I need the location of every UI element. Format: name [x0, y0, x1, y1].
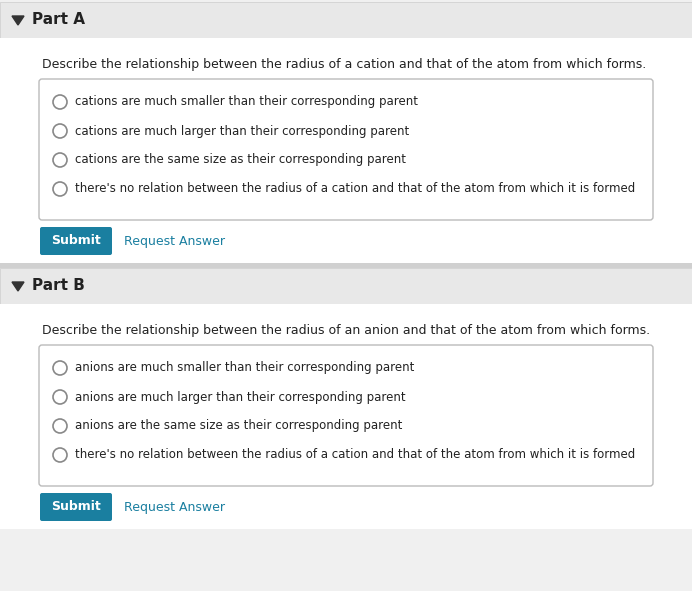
Circle shape — [53, 124, 67, 138]
Text: Submit: Submit — [51, 501, 101, 514]
Circle shape — [53, 182, 67, 196]
Text: there's no relation between the radius of a cation and that of the atom from whi: there's no relation between the radius o… — [75, 449, 635, 462]
FancyBboxPatch shape — [0, 38, 692, 263]
Text: Request Answer: Request Answer — [124, 235, 225, 248]
Circle shape — [53, 153, 67, 167]
Text: Describe the relationship between the radius of a cation and that of the atom fr: Describe the relationship between the ra… — [42, 58, 646, 71]
FancyBboxPatch shape — [40, 493, 112, 521]
FancyBboxPatch shape — [0, 2, 692, 38]
Text: Part A: Part A — [32, 12, 85, 28]
Circle shape — [53, 390, 67, 404]
Text: cations are much larger than their corresponding parent: cations are much larger than their corre… — [75, 125, 409, 138]
FancyBboxPatch shape — [39, 79, 653, 220]
FancyBboxPatch shape — [39, 345, 653, 486]
Text: Submit: Submit — [51, 235, 101, 248]
Text: anions are the same size as their corresponding parent: anions are the same size as their corres… — [75, 420, 402, 433]
Text: Part B: Part B — [32, 278, 85, 294]
FancyBboxPatch shape — [0, 263, 692, 268]
Text: Request Answer: Request Answer — [124, 501, 225, 514]
Text: there's no relation between the radius of a cation and that of the atom from whi: there's no relation between the radius o… — [75, 183, 635, 196]
Polygon shape — [12, 16, 24, 25]
Text: anions are much smaller than their corresponding parent: anions are much smaller than their corre… — [75, 362, 415, 375]
FancyBboxPatch shape — [40, 227, 112, 255]
Text: Describe the relationship between the radius of an anion and that of the atom fr: Describe the relationship between the ra… — [42, 324, 650, 337]
Circle shape — [53, 419, 67, 433]
Circle shape — [53, 448, 67, 462]
FancyBboxPatch shape — [0, 304, 692, 529]
Circle shape — [53, 361, 67, 375]
Text: anions are much larger than their corresponding parent: anions are much larger than their corres… — [75, 391, 406, 404]
Circle shape — [53, 95, 67, 109]
Polygon shape — [12, 282, 24, 291]
FancyBboxPatch shape — [0, 268, 692, 304]
Text: cations are much smaller than their corresponding parent: cations are much smaller than their corr… — [75, 96, 418, 109]
Text: cations are the same size as their corresponding parent: cations are the same size as their corre… — [75, 154, 406, 167]
